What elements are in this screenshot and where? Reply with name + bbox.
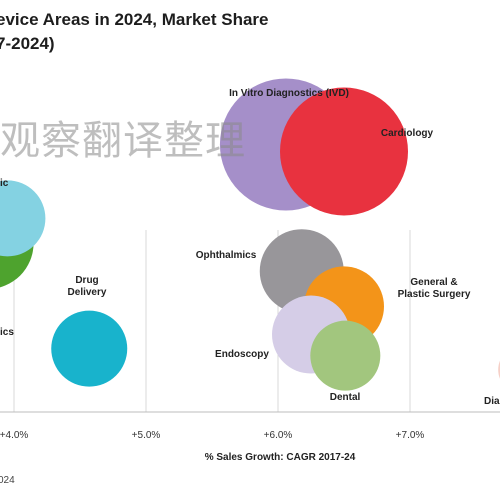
- source-note: 024: [0, 475, 15, 486]
- label-cardiology: Cardiology: [381, 128, 434, 139]
- x-tick-label-2: +6.0%: [264, 430, 293, 441]
- chart-title: evice Areas in 2024, Market Share 7-2024…: [0, 8, 500, 56]
- x-tick-label-0: +4.0%: [0, 430, 28, 441]
- x-axis-title: % Sales Growth: CAGR 2017-24: [205, 452, 356, 463]
- chart-title-line-1: evice Areas in 2024, Market Share: [0, 10, 269, 29]
- x-tick-label-3: +7.0%: [396, 430, 425, 441]
- bubble-ic: [0, 180, 46, 257]
- label-endoscopy: Endoscopy: [215, 349, 269, 360]
- label-ics: ics: [0, 327, 14, 338]
- label-dia: Dia: [484, 396, 500, 407]
- bubble-cardiology: [280, 87, 408, 216]
- label-ic: ic: [0, 178, 9, 189]
- label-in-vitro-diagnostics-ivd-: In Vitro Diagnostics (IVD): [229, 88, 349, 99]
- label-drug-delivery: Drug Delivery: [68, 275, 107, 298]
- label-ophthalmics: Ophthalmics: [196, 250, 257, 261]
- x-tick-label-1: +5.0%: [132, 430, 161, 441]
- bubble-drug-delivery: [51, 310, 128, 387]
- label-dental: Dental: [330, 392, 361, 403]
- bubble-dental: [310, 320, 381, 391]
- chart-title-line-2: 7-2024): [0, 34, 55, 53]
- label-general-plastic-surgery: General & Plastic Surgery: [398, 277, 471, 300]
- watermark-text: 观察翻译整理: [0, 118, 246, 164]
